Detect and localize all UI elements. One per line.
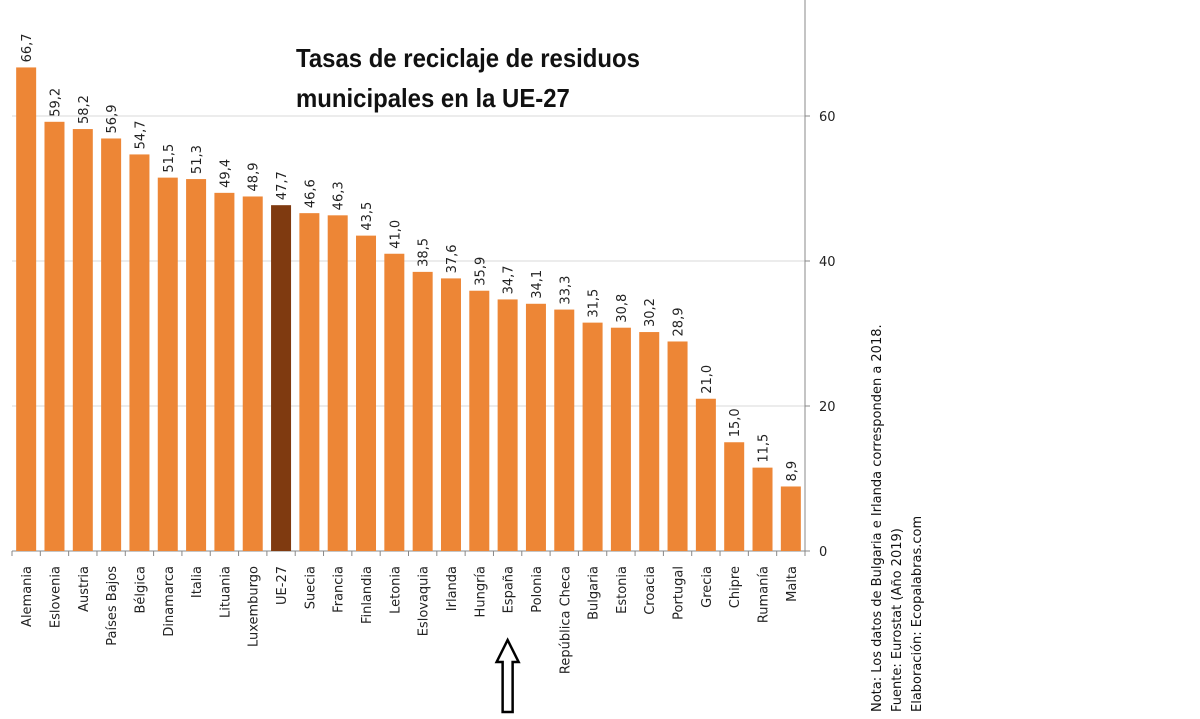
data-label: 34,7 xyxy=(502,265,517,294)
y-tick-label: 0 xyxy=(819,545,827,560)
bar xyxy=(384,253,405,551)
data-label: 51,3 xyxy=(190,145,205,174)
data-label: 48,9 xyxy=(247,163,262,192)
data-label: 56,9 xyxy=(105,105,120,134)
bar xyxy=(752,467,773,551)
category-label: República Checa xyxy=(558,566,573,674)
bar xyxy=(525,303,546,551)
title-line-1: Tasas de reciclaje de residuos xyxy=(296,43,640,73)
bar xyxy=(157,177,178,551)
category-label: Italia xyxy=(190,566,205,598)
arrow-up-icon xyxy=(494,637,521,714)
category-label: Chipre xyxy=(728,566,743,608)
data-label: 43,5 xyxy=(360,202,375,231)
data-label: 59,2 xyxy=(48,88,63,117)
data-label: 38,5 xyxy=(417,238,432,267)
category-label: Dinamarca xyxy=(162,566,177,637)
data-label: 54,7 xyxy=(133,120,148,149)
category-label: Croacia xyxy=(643,566,658,615)
bar xyxy=(44,121,65,552)
data-label: 8,9 xyxy=(785,461,800,482)
data-label: 31,5 xyxy=(587,289,602,318)
bar xyxy=(667,341,688,551)
bar xyxy=(724,442,745,551)
title-line-2: municipales en la UE-27 xyxy=(296,83,570,113)
category-label: Alemania xyxy=(20,566,35,627)
data-label: 33,3 xyxy=(558,276,573,305)
category-label: Bulgaria xyxy=(587,566,602,620)
bar xyxy=(412,271,433,551)
category-label: Lituania xyxy=(218,566,233,618)
bar xyxy=(554,309,575,551)
category-label: Grecia xyxy=(700,566,715,608)
category-label: Malta xyxy=(785,566,800,602)
data-label: 21,0 xyxy=(700,365,715,394)
category-label: Francia xyxy=(332,566,347,613)
category-label: Austria xyxy=(77,566,92,612)
data-label: 46,6 xyxy=(303,179,318,208)
bar xyxy=(610,327,631,551)
bar xyxy=(327,215,348,551)
data-label: 30,8 xyxy=(615,294,630,323)
data-label: 28,9 xyxy=(672,308,687,337)
bar xyxy=(186,179,207,551)
note-text: Nota: Los datos de Bulgaria e Irlanda co… xyxy=(870,324,885,712)
data-label: 46,3 xyxy=(332,181,347,210)
chart-notes: Nota: Los datos de Bulgaria e Irlanda co… xyxy=(868,324,928,712)
bar xyxy=(242,196,263,551)
data-label: 35,9 xyxy=(473,257,488,286)
category-label: Finlandia xyxy=(360,566,375,624)
y-tick-label: 40 xyxy=(819,255,836,270)
category-label: Irlanda xyxy=(445,566,460,611)
source-text: Fuente: Eurostat (Año 2019) xyxy=(890,528,905,712)
bar xyxy=(356,235,377,551)
category-label: Portugal xyxy=(672,566,687,620)
data-label: 41,0 xyxy=(388,220,403,249)
data-label: 30,2 xyxy=(643,298,658,327)
data-label: 37,6 xyxy=(445,244,460,273)
credit-text: Elaboración: Ecopalabras.com xyxy=(910,515,925,712)
category-label: Letonia xyxy=(388,566,403,614)
category-label: Eslovaquia xyxy=(417,566,432,636)
bar xyxy=(582,322,603,551)
data-label: 51,5 xyxy=(162,144,177,173)
y-tick-label: 20 xyxy=(819,400,836,415)
category-label: Hungría xyxy=(473,566,488,617)
bar xyxy=(72,129,93,552)
bar xyxy=(497,299,518,551)
bar xyxy=(639,332,660,551)
chart-title: Tasas de reciclaje de residuos municipal… xyxy=(296,38,640,118)
data-label: 49,4 xyxy=(218,159,233,188)
bar xyxy=(695,398,716,551)
category-label: Polonia xyxy=(530,566,545,613)
bar xyxy=(101,138,122,551)
data-label: 15,0 xyxy=(728,408,743,437)
bar xyxy=(299,213,320,551)
bar xyxy=(16,67,37,552)
data-label: 34,1 xyxy=(530,270,545,299)
bar xyxy=(214,192,235,551)
category-label: Rumanía xyxy=(757,566,772,623)
category-label: Suecia xyxy=(303,566,318,609)
data-label: 11,5 xyxy=(757,434,772,463)
bar xyxy=(780,486,801,551)
bar xyxy=(440,278,461,551)
category-label: Países Bajos xyxy=(105,566,120,646)
category-label: Eslovenia xyxy=(48,566,63,628)
category-label: Estonia xyxy=(615,566,630,614)
category-label: UE-27 xyxy=(275,566,290,605)
y-tick-label: 60 xyxy=(819,110,836,125)
data-label: 47,7 xyxy=(275,171,290,200)
data-label: 66,7 xyxy=(20,33,35,62)
category-label: España xyxy=(502,566,517,613)
bar xyxy=(271,205,292,552)
bar xyxy=(129,154,150,552)
category-label: Luxemburgo xyxy=(247,566,262,647)
data-label: 58,2 xyxy=(77,95,92,124)
bar xyxy=(469,290,490,551)
category-label: Bélgica xyxy=(133,566,148,614)
